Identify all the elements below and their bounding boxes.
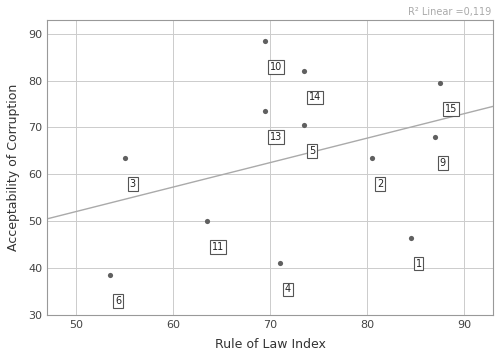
Text: 4: 4 (284, 284, 291, 294)
Y-axis label: Acceptability of Corruption: Acceptability of Corruption (7, 84, 20, 251)
Point (106, 272, 114, 278)
Text: 15: 15 (444, 104, 457, 114)
Text: 3: 3 (130, 179, 136, 189)
Text: 1: 1 (416, 258, 422, 268)
Point (436, 80, 444, 86)
Point (368, 155, 376, 161)
Text: 13: 13 (270, 132, 282, 142)
Point (300, 68, 308, 74)
Point (121, 155, 129, 161)
Point (203, 218, 211, 224)
Point (431, 134, 439, 140)
Text: 9: 9 (440, 158, 446, 168)
Point (262, 108, 270, 114)
Point (276, 261, 284, 266)
Text: R² Linear =0,119: R² Linear =0,119 (408, 7, 491, 17)
Text: 6: 6 (115, 296, 121, 306)
Point (262, 38, 270, 44)
Text: 10: 10 (270, 62, 282, 72)
Text: 14: 14 (309, 92, 321, 102)
Point (406, 235, 414, 241)
Text: 5: 5 (309, 146, 315, 156)
Text: 11: 11 (212, 242, 224, 252)
X-axis label: Rule of Law Index: Rule of Law Index (214, 338, 326, 351)
Text: 2: 2 (377, 179, 383, 189)
Point (300, 122, 308, 128)
